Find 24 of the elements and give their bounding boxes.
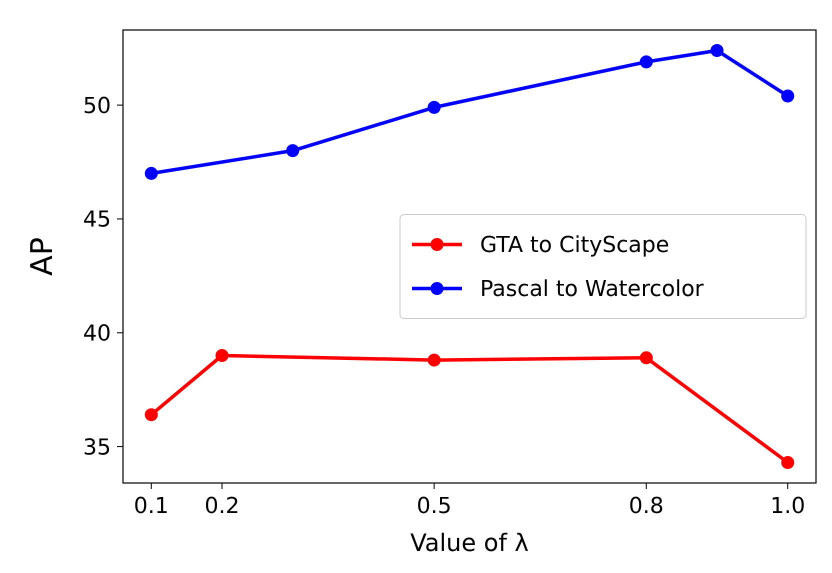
y-tick-label: 35 <box>83 435 111 460</box>
x-tick-label: 1.0 <box>770 494 806 519</box>
point <box>216 349 228 362</box>
point <box>428 100 441 114</box>
x-tick-label: 0.8 <box>628 494 664 519</box>
point <box>286 144 300 158</box>
point <box>428 354 441 367</box>
point <box>640 55 653 68</box>
point <box>144 408 158 422</box>
x-tick-label: 0.5 <box>416 494 452 519</box>
y-tick-label: 50 <box>83 94 111 119</box>
y-axis-title: AP <box>25 237 60 276</box>
point <box>710 44 724 57</box>
y-tick-label: 40 <box>83 321 111 346</box>
y-tick-label: 45 <box>83 208 111 233</box>
point <box>640 351 653 364</box>
x-axis-title: Value of λ <box>410 529 529 557</box>
x-tick-label: 0.1 <box>134 494 169 519</box>
legend-label: Pascal to Watercolor <box>480 277 705 302</box>
point <box>781 456 794 470</box>
x-tick-label: 0.2 <box>204 494 240 519</box>
point <box>144 166 158 180</box>
legend-label: GTA to CityScape <box>480 233 670 258</box>
point <box>781 90 794 103</box>
